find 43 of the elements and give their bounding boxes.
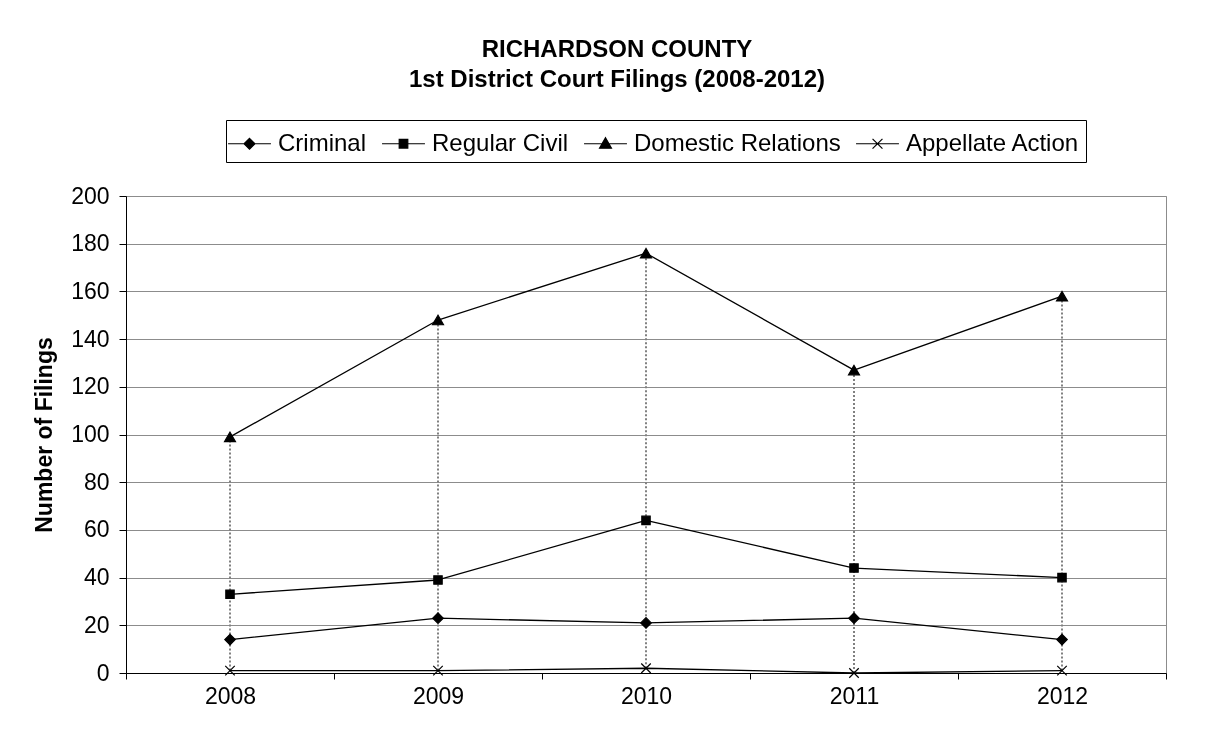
x-tick-label: 2011 — [829, 682, 880, 709]
y-tick-label: 140 — [71, 325, 110, 352]
point — [640, 662, 652, 674]
point — [849, 563, 859, 573]
point — [1056, 665, 1068, 676]
y-tick-label: 60 — [83, 516, 110, 543]
y-tick-label: 180 — [71, 230, 110, 257]
point — [432, 665, 444, 676]
legend-label: Criminal — [278, 128, 367, 156]
y-tick-label: 20 — [83, 611, 110, 638]
point — [848, 667, 860, 679]
point — [432, 612, 444, 624]
point — [224, 665, 236, 676]
point — [223, 431, 237, 443]
point — [639, 247, 653, 259]
y-tick-label: 0 — [96, 659, 110, 686]
y-tick-label: 80 — [83, 468, 110, 495]
y-tick-label: 160 — [71, 277, 110, 304]
legend-label: Regular Civil — [432, 128, 569, 156]
point — [847, 364, 861, 376]
chart-title: RICHARDSON COUNTY — [481, 34, 753, 62]
point — [224, 633, 236, 646]
chart-subtitle: 1st District Court Filings (2008-2012) — [408, 64, 826, 92]
point — [431, 314, 445, 326]
point — [641, 515, 651, 526]
x-tick-label: 2009 — [412, 682, 465, 709]
point — [225, 589, 235, 600]
x-tick-label: 2008 — [204, 682, 257, 709]
y-tick-label: 40 — [83, 564, 110, 591]
point — [433, 575, 443, 585]
x-tick-label: 2012 — [1036, 682, 1089, 709]
point — [1056, 633, 1068, 646]
y-tick-label: 100 — [71, 421, 110, 447]
point — [640, 617, 652, 629]
point — [1055, 290, 1069, 302]
y-tick-label: 120 — [71, 373, 110, 400]
point — [1057, 572, 1067, 583]
y-tick-label: 200 — [71, 182, 110, 209]
legend-label: Domestic Relations — [634, 128, 841, 156]
point — [848, 612, 860, 624]
x-tick-label: 2010 — [620, 682, 673, 709]
y-axis-title: Number of Filings — [31, 337, 58, 533]
legend-label: Appellate Action — [906, 128, 1079, 156]
